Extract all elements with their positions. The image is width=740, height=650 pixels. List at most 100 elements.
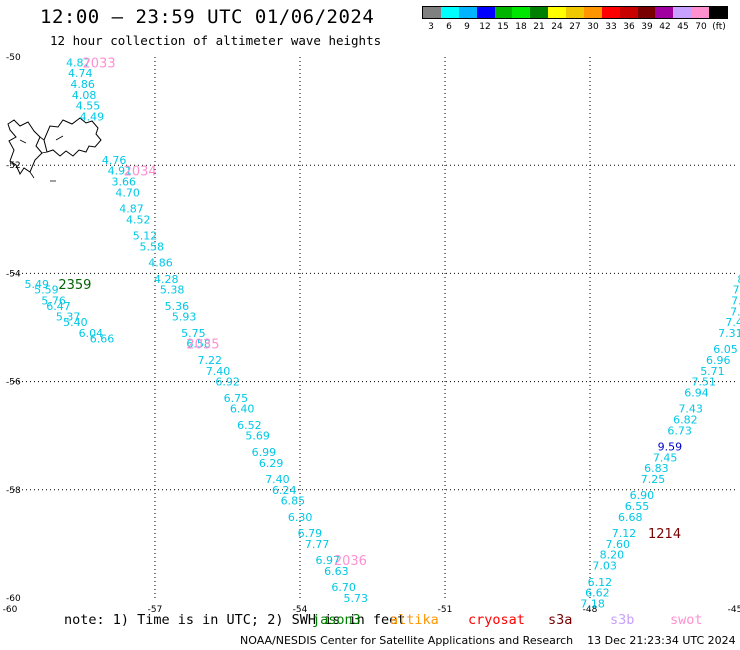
satellite-altika: altika — [390, 612, 439, 628]
map-subtitle: 12 hour collection of altimeter wave hei… — [50, 33, 382, 48]
wave-height-value: 6.47 — [46, 300, 71, 313]
wave-height-value: 5.12 — [133, 230, 158, 243]
legend-label: 12 — [479, 22, 491, 32]
latitude-label: -60 — [6, 594, 21, 604]
legend-swatch — [530, 7, 549, 18]
wave-height-value: 6.97 — [315, 554, 340, 567]
wave-height-value: 6.96 — [706, 354, 731, 367]
legend-swatch — [673, 7, 692, 18]
wave-height-value: 7.40 — [206, 365, 231, 378]
longitude-label: -54 — [293, 605, 308, 615]
wave-height-value: 6.12 — [588, 576, 613, 589]
legend-swatch — [494, 7, 513, 18]
wave-height-value: 5.58 — [140, 240, 165, 253]
wave-height-value: 7.51 — [692, 376, 717, 389]
legend-swatch — [583, 7, 602, 18]
track-c: 87.7.17.257.497.316.056.965.717.516.947.… — [580, 273, 740, 611]
wave-height-value: 7.45 — [653, 451, 678, 464]
satellite-s3a: s3a — [548, 612, 573, 628]
legend-label: 3 — [428, 22, 434, 32]
legend-labels: 3 6 9 12 15 18 21 24 27 30 33 36 39 42 45 70 (ft) — [422, 19, 728, 33]
track-b: 5.495.595.766.475.375.406.046.66 2359 — [25, 278, 115, 345]
pass-time-label: 2035 — [186, 338, 219, 353]
wave-height-value: 9.59 — [658, 441, 683, 454]
legend-swatch — [691, 7, 709, 18]
wave-height-value: 6.83 — [644, 462, 669, 475]
wave-height-value: 7.43 — [678, 403, 703, 416]
wave-height-value: 6.52 — [237, 419, 262, 432]
satellite-tracks: 4.874.744.864.084.554.494.764.913.664.70… — [25, 56, 740, 610]
falkland-islands-outline — [7, 117, 102, 182]
wave-height-value: 7.40 — [265, 473, 290, 486]
wave-height-value: 6.62 — [585, 587, 610, 600]
wave-height-value: 7.03 — [592, 560, 617, 573]
legend-label: 42 — [659, 22, 671, 32]
wave-height-value: 5.36 — [165, 300, 190, 313]
track-a: 4.874.744.864.084.554.494.764.913.664.70… — [66, 56, 368, 605]
wave-height-value: 7.25 — [730, 305, 740, 318]
satellite-jason3: jason3 — [312, 612, 361, 628]
wave-height-value: 6.29 — [259, 457, 284, 470]
legend-swatch — [458, 7, 477, 18]
pass-time-label: 2034 — [124, 165, 157, 180]
latitude-label: -56 — [6, 378, 21, 388]
wave-height-value: 6.55 — [625, 500, 650, 513]
wave-height-value: 6.85 — [281, 495, 306, 508]
legend-label: 27 — [569, 22, 581, 32]
wave-height-value: 7. — [733, 284, 740, 297]
latitude-label: -50 — [6, 53, 21, 63]
legend-label: (ft) — [712, 22, 726, 32]
longitude-label: -51 — [438, 605, 453, 615]
legend-label: 24 — [551, 22, 563, 32]
legend-label: 39 — [641, 22, 653, 32]
legend-label: 30 — [587, 22, 599, 32]
wave-height-value: 6.66 — [90, 332, 115, 345]
wave-height-value: 7.31 — [718, 327, 740, 340]
legend-label: 45 — [677, 22, 689, 32]
wave-height-value: 6.75 — [224, 392, 249, 405]
satellite-s3b: s3b — [610, 612, 635, 628]
satellite-swot: swot — [670, 612, 703, 628]
wave-height-value: 6.94 — [684, 386, 709, 399]
pass-time-label: 1214 — [648, 527, 681, 542]
wave-height-value: 5.93 — [172, 311, 197, 324]
wave-height-value: 6.73 — [667, 424, 692, 437]
wave-height-value: 7.60 — [605, 538, 630, 551]
wave-height-value: 8 — [737, 273, 740, 286]
wave-height-value: 6.70 — [331, 581, 356, 594]
wave-height-value: 7.22 — [198, 354, 223, 367]
legend-swatch — [476, 7, 495, 18]
wave-height-value: 4.76 — [102, 154, 127, 167]
legend-label: 33 — [605, 22, 617, 32]
latitude-label: -58 — [6, 486, 21, 496]
wave-height-value: 5.37 — [56, 311, 81, 324]
pass-time-label: 2036 — [334, 554, 367, 569]
wave-height-value: 5.69 — [245, 430, 270, 443]
legend-label: 18 — [515, 22, 527, 32]
legend-swatch — [440, 7, 459, 18]
footer: NOAA/NESDIS Center for Satellite Applica… — [240, 634, 736, 647]
latitude-label: -52 — [6, 161, 21, 171]
legend-swatch — [637, 7, 656, 18]
wave-height-value: 6.79 — [298, 527, 323, 540]
legend-swatch — [655, 7, 674, 18]
wave-height-value: 4.74 — [68, 67, 93, 80]
longitude-label: -60 — [3, 605, 18, 615]
wave-height-value: 4.49 — [80, 111, 105, 124]
wave-height-value: 5.75 — [181, 327, 206, 340]
legend-swatch — [619, 7, 638, 18]
legend-swatch — [423, 7, 441, 18]
wave-height-value: 6.04 — [79, 327, 104, 340]
wave-height-value: 6.92 — [215, 376, 240, 389]
wave-height-value: 4.91 — [108, 165, 133, 178]
legend-swatches — [422, 6, 728, 19]
legend-label: 6 — [446, 22, 452, 32]
wave-height-value: 6.24 — [272, 484, 297, 497]
legend-label: 9 — [464, 22, 470, 32]
pass-time-label: 2359 — [58, 278, 91, 293]
wave-height-value: 4.87 — [66, 56, 91, 69]
longitude-label: -45 — [728, 605, 740, 615]
note-text: note: 1) Time is in UTC; 2) SWH is in fe… — [64, 612, 406, 628]
wave-height-value: 4.87 — [119, 202, 144, 215]
